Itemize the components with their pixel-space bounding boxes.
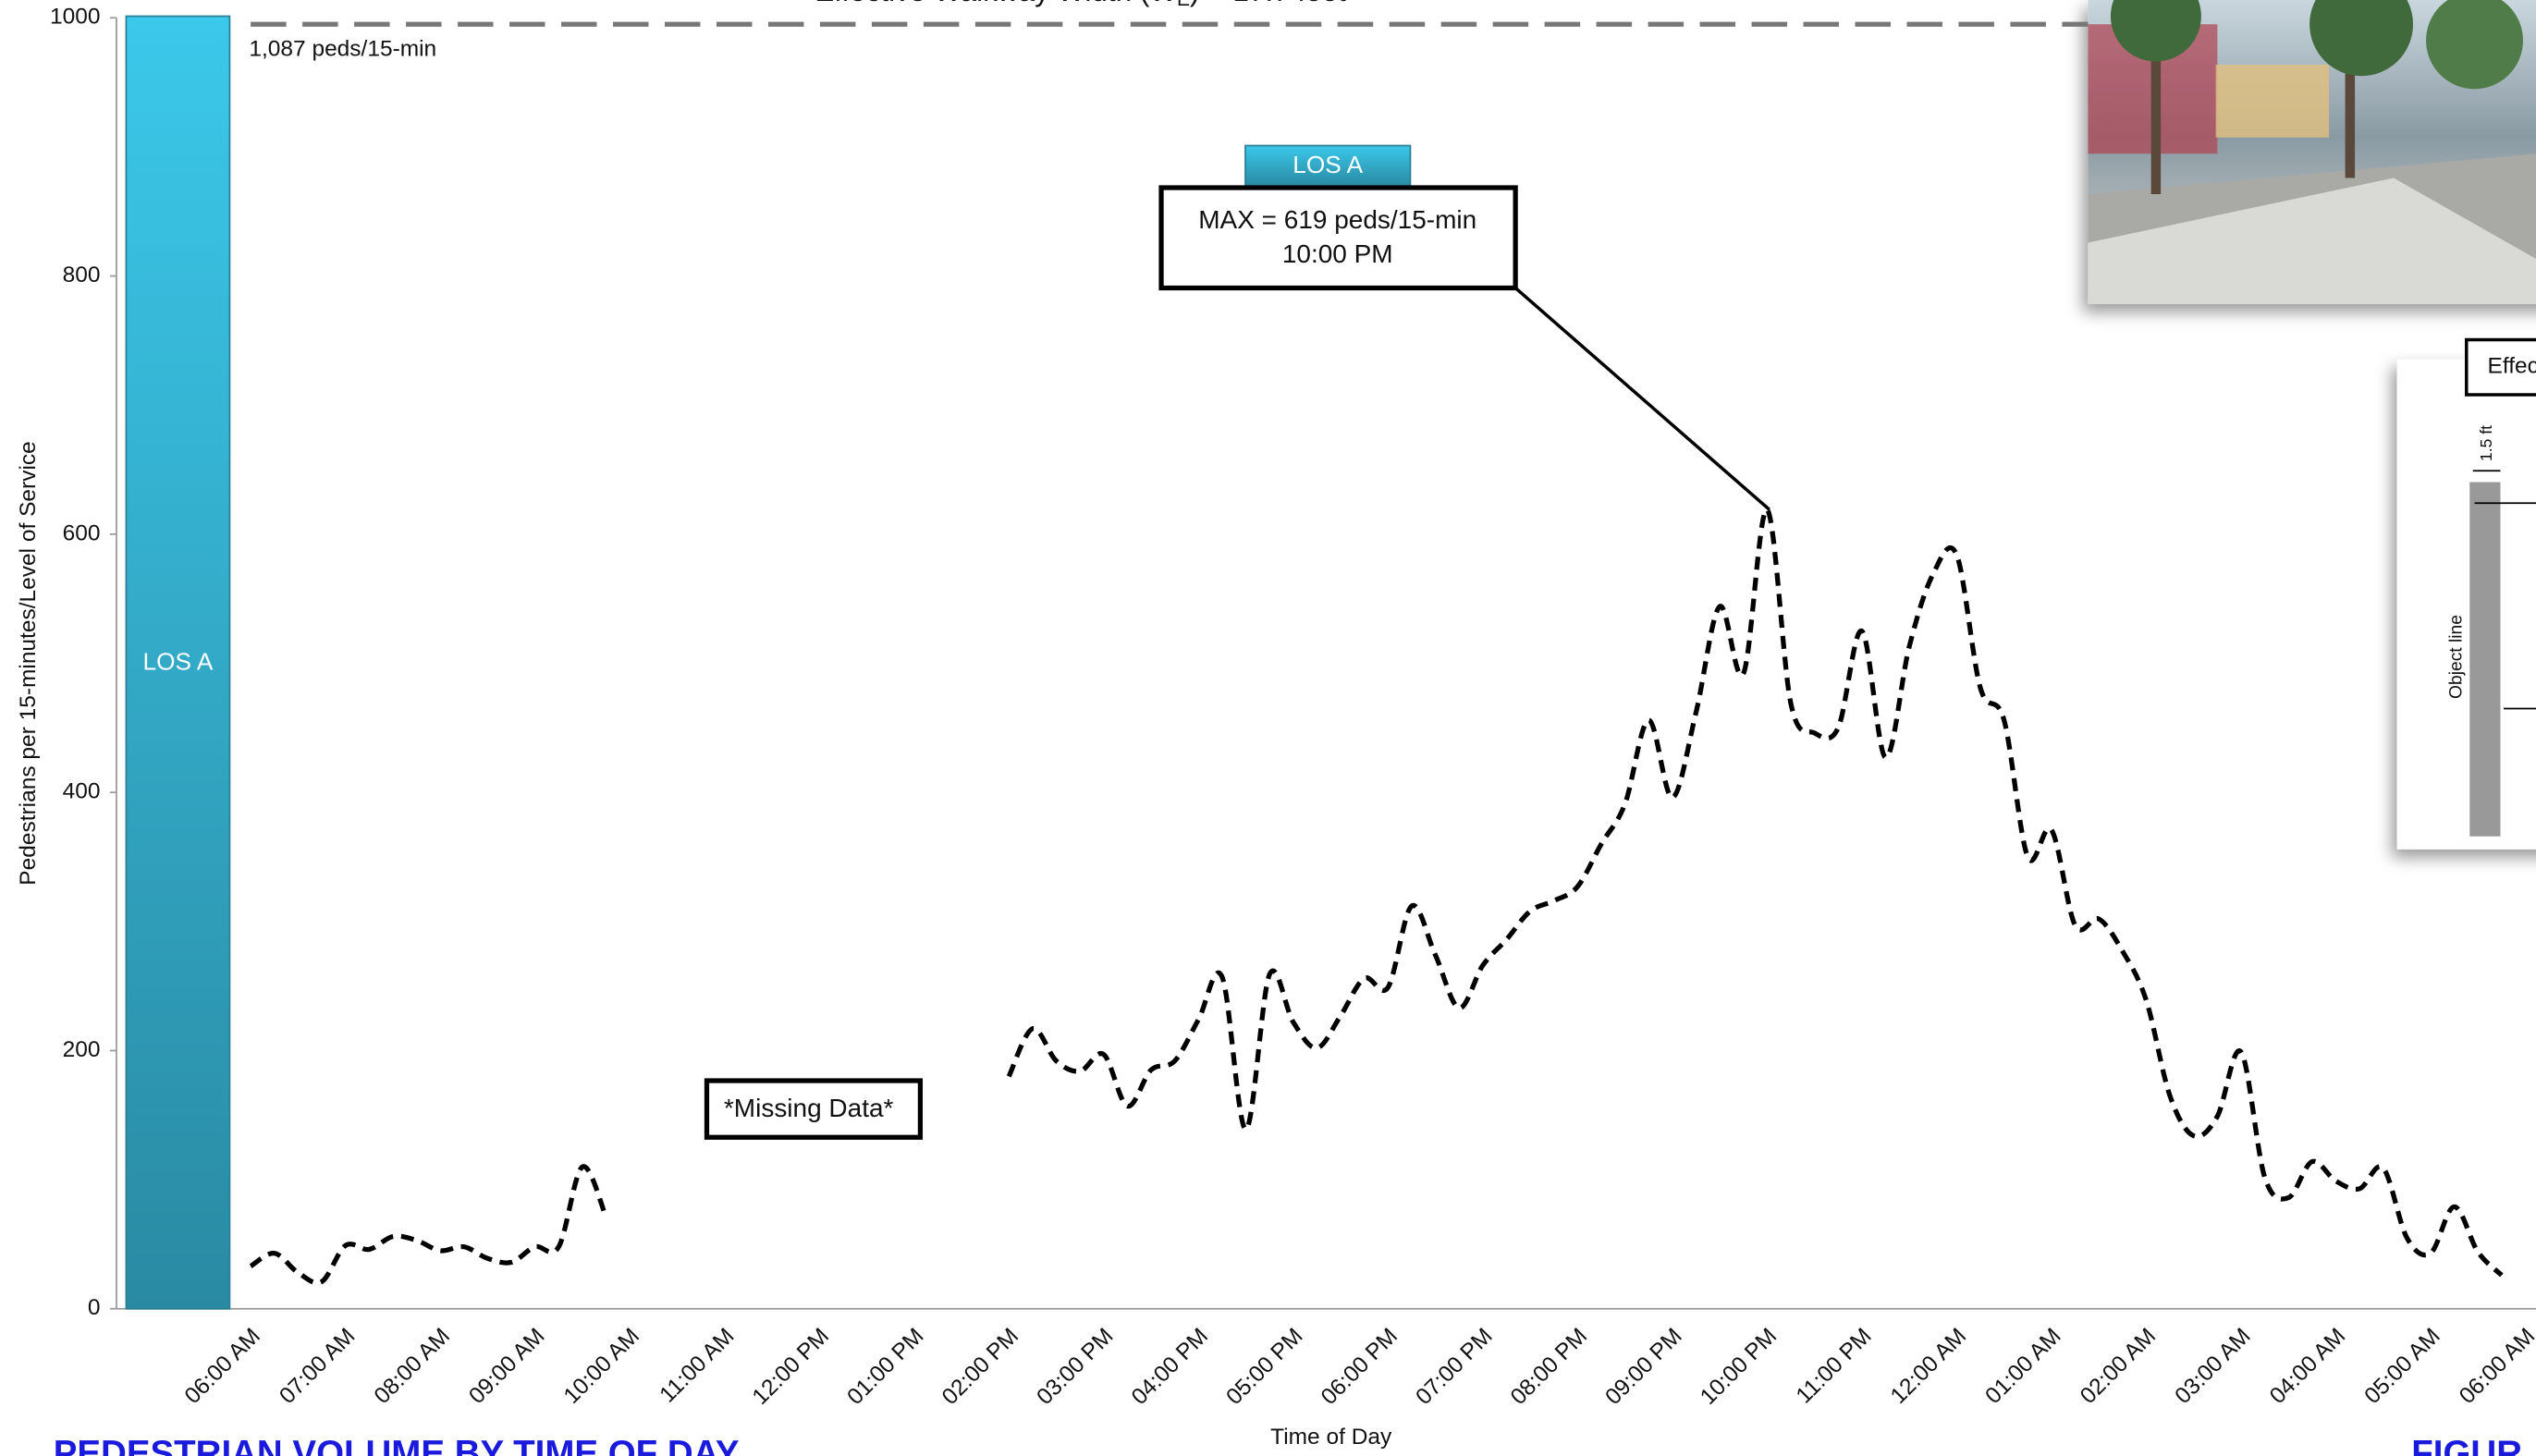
max-leader	[1514, 287, 1770, 511]
missing-label: *Missing Data*	[724, 1094, 894, 1122]
y-tick-label: 0	[88, 1295, 101, 1320]
x-tick-label: 02:00 AM	[2076, 1324, 2161, 1409]
x-tick-label: 07:00 PM	[1411, 1324, 1497, 1410]
y-tick-label: 600	[63, 520, 101, 545]
figure-label: FIGUR	[2411, 1434, 2522, 1456]
x-tick-label: 03:00 PM	[1032, 1324, 1118, 1410]
x-tick-label: 12:00 PM	[748, 1324, 834, 1410]
max-label: MAX = 619 peds/15-min	[1198, 205, 1476, 234]
x-tick-label: 11:00 PM	[1792, 1324, 1877, 1409]
y-axis-title: Pedestrians per 15-minutes/Level of Serv…	[16, 441, 41, 886]
x-axis-title: Time of Day	[1270, 1425, 1392, 1450]
capacity-label: 1,087 peds/15-min	[249, 37, 436, 62]
inset-heading: Effec	[2488, 354, 2536, 379]
x-tick-label: 11:00 AM	[655, 1324, 740, 1408]
inset-dimension: 1.5 ft	[2477, 425, 2495, 461]
x-tick-label: 06:00 AM	[180, 1324, 265, 1409]
los-tag	[1244, 144, 1412, 188]
los-bar	[125, 15, 231, 1310]
x-tick-label: 05:00 PM	[1221, 1324, 1307, 1410]
footer-title: PEDESTRIAN VOLUME BY TIME OF DAY	[54, 1434, 740, 1456]
max-time: 10:00 PM	[1282, 239, 1393, 268]
x-tick-label: 04:00 AM	[2265, 1324, 2350, 1409]
y-tick-label: 800	[63, 263, 101, 288]
max-box	[1158, 185, 1518, 291]
y-tick-label: 1000	[50, 5, 100, 30]
inset-diagram: Effec 1.5 ft Object line	[2396, 337, 2536, 850]
x-tick-label: 06:00 PM	[1317, 1324, 1403, 1410]
los-bar-label: LOS A	[143, 647, 214, 675]
walkway-text: Effective Walkway Width (W	[815, 0, 1177, 7]
los-tag-label: LOS A	[1293, 151, 1363, 178]
x-tick-label: 10:00 AM	[559, 1324, 644, 1409]
x-tick-label: 03:00 AM	[2171, 1324, 2256, 1409]
x-tick-label: 02:00 PM	[937, 1324, 1023, 1410]
x-tick-label: 05:00 AM	[2360, 1324, 2445, 1409]
x-tick-label: 10:00 PM	[1696, 1324, 1782, 1410]
walkway-title: Effective Walkway Width (WE) = 17.7 feet	[815, 0, 1346, 10]
x-tick-label: 08:00 AM	[370, 1324, 455, 1409]
x-tick-label: 01:00 PM	[842, 1324, 928, 1410]
y-tick-label: 400	[63, 779, 101, 804]
walkway-end: ) = 17.7 feet	[1190, 0, 1346, 7]
x-tick-label: 12:00 AM	[1886, 1324, 1971, 1409]
y-tick-label: 200	[63, 1037, 101, 1062]
x-tick-label: 01:00 AM	[1980, 1324, 2065, 1409]
x-tick-label: 09:00 PM	[1600, 1324, 1686, 1410]
walkway-sub: E	[1177, 0, 1190, 10]
missing-box	[704, 1078, 924, 1140]
inset-object-line: Object line	[2446, 615, 2466, 699]
x-tick-label: 04:00 PM	[1127, 1324, 1213, 1410]
data-line	[249, 1164, 609, 1286]
x-tick-label: 07:00 AM	[275, 1324, 360, 1409]
x-tick-label: 09:00 AM	[464, 1324, 549, 1409]
x-tick-label: 08:00 PM	[1506, 1324, 1592, 1410]
photo	[2088, 0, 2536, 304]
x-tick-label: 06:00 AM	[2455, 1324, 2536, 1409]
data-line	[1006, 507, 2504, 1278]
